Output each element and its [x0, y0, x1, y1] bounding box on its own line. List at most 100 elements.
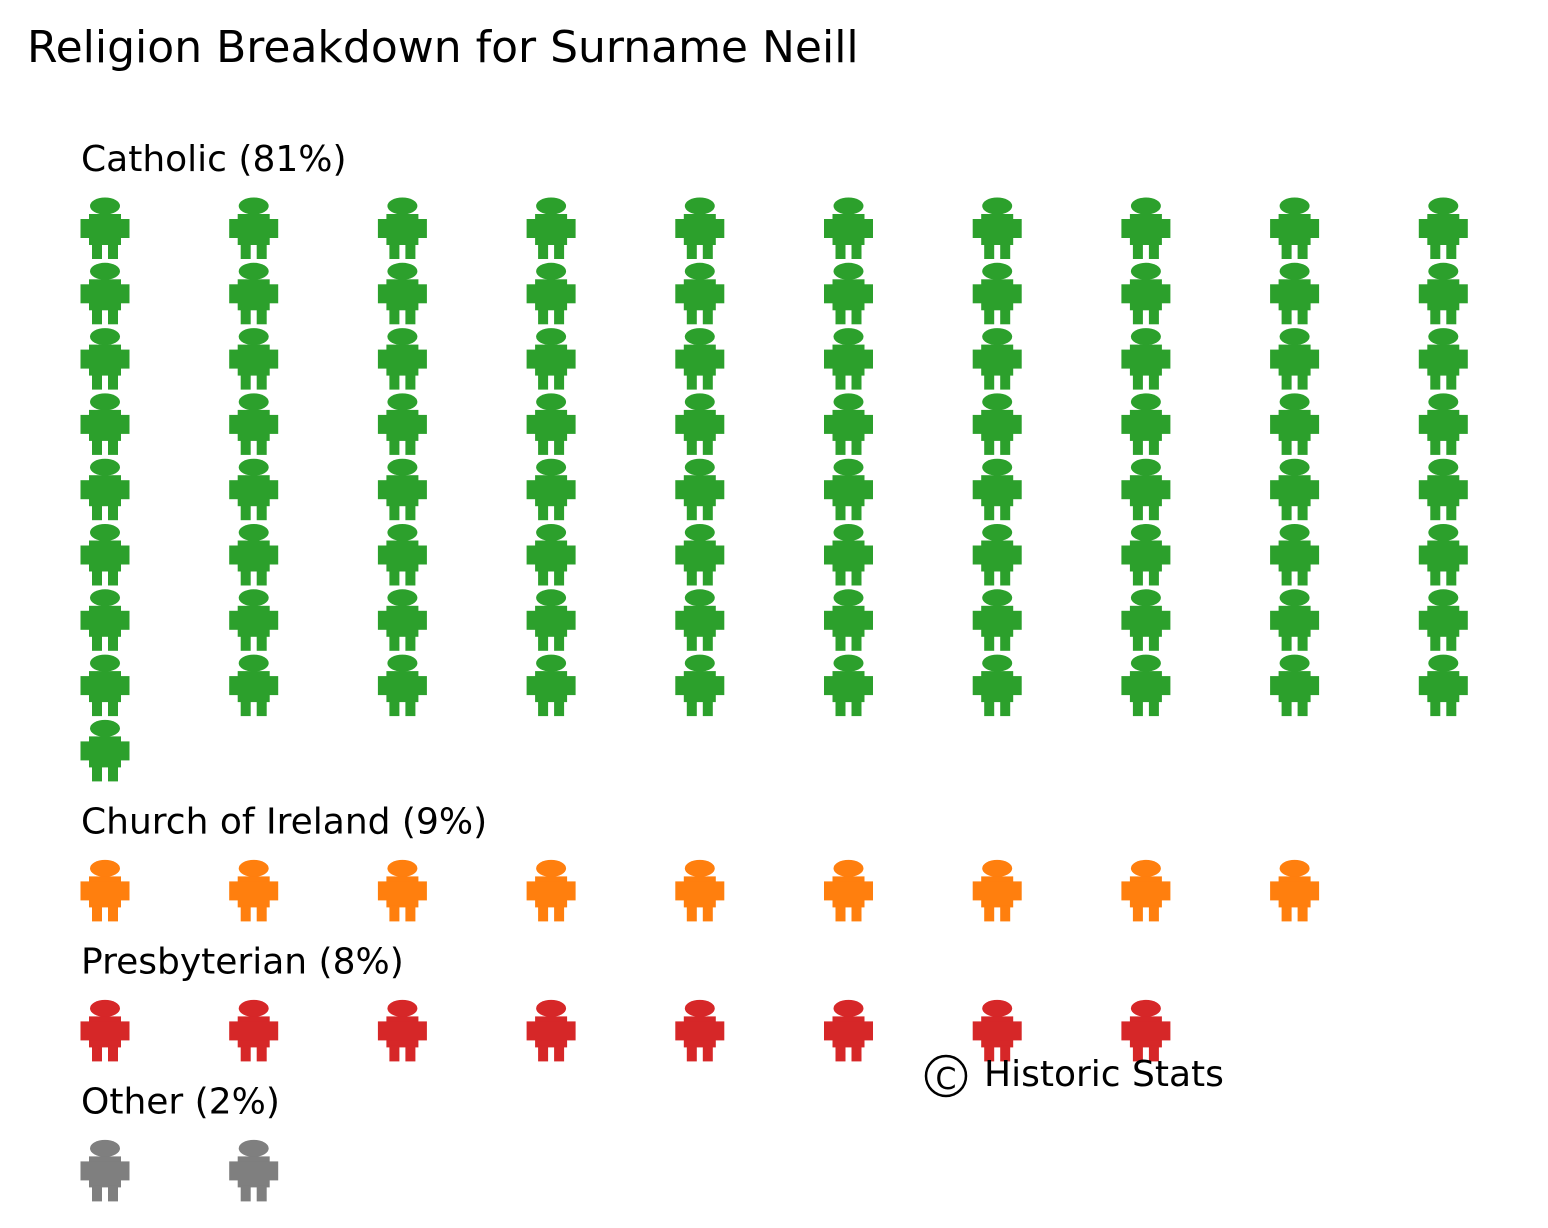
person-icon — [675, 197, 725, 259]
person-icon — [80, 859, 130, 922]
person-icon — [377, 328, 427, 390]
person-icon — [972, 262, 1022, 325]
person-icon — [824, 589, 873, 651]
person-icon — [1270, 262, 1320, 325]
person-icon — [675, 328, 725, 390]
person-icon — [972, 589, 1022, 651]
person-icon — [1270, 458, 1320, 521]
person-icon — [1121, 524, 1171, 586]
person-icon — [526, 589, 576, 651]
person-icon — [972, 197, 1022, 259]
person-icon — [972, 328, 1022, 390]
pictogram-group-church-of-ireland: Church of Ireland (9%) — [80, 801, 1320, 922]
person-icon — [526, 393, 576, 455]
person-icon — [675, 859, 725, 922]
person-icon — [377, 262, 427, 325]
person-icon — [377, 589, 427, 651]
person-icon — [1270, 328, 1320, 390]
person-icon — [80, 328, 130, 390]
person-icon — [1418, 262, 1468, 325]
person-icon — [1270, 524, 1320, 586]
person-icon — [824, 524, 873, 586]
person-icon — [526, 458, 576, 521]
person-icon — [229, 524, 279, 586]
person-icon — [1121, 999, 1171, 1062]
person-icon — [824, 654, 873, 717]
person-icon — [1270, 859, 1320, 922]
chart-title: Religion Breakdown for Surname Neill — [27, 22, 859, 73]
person-icon — [675, 262, 725, 325]
person-icon — [1418, 589, 1468, 651]
person-icon — [1121, 328, 1171, 390]
person-icon — [526, 524, 576, 586]
group-label: Catholic (81%) — [81, 139, 347, 180]
person-icon — [824, 999, 873, 1062]
person-icon — [1418, 524, 1468, 586]
person-icon — [229, 262, 279, 325]
person-icon — [229, 197, 279, 259]
copyright-circle-icon — [924, 1054, 968, 1098]
copyright-symbol: C — [936, 1062, 957, 1097]
person-icon — [229, 999, 279, 1062]
group-label: Other (2%) — [81, 1081, 280, 1122]
person-icon — [1121, 262, 1171, 325]
person-icon — [229, 654, 279, 717]
person-icon — [1121, 589, 1171, 651]
person-icon — [675, 589, 725, 651]
copyright-notice: C Historic Stats — [924, 1054, 1224, 1098]
group-label: Presbyterian (8%) — [81, 941, 404, 982]
person-icon — [526, 999, 576, 1062]
person-icon — [1270, 393, 1320, 455]
person-icon — [1121, 654, 1171, 717]
person-icon — [80, 393, 130, 455]
person-icon — [1270, 197, 1320, 259]
person-icon — [675, 458, 725, 521]
person-icon — [1418, 458, 1468, 521]
person-icon — [80, 1139, 130, 1202]
person-icon — [824, 859, 873, 922]
person-icon — [526, 328, 576, 390]
person-icon — [675, 654, 725, 717]
person-icon — [377, 197, 427, 259]
pictogram-groups: Catholic (81%) Church of Ireland (9%) Pres… — [80, 139, 1468, 1202]
person-icon — [229, 393, 279, 455]
person-icon — [675, 524, 725, 586]
person-icon — [972, 999, 1022, 1062]
person-icon — [526, 262, 576, 325]
person-icon — [1121, 197, 1171, 259]
person-icon — [526, 859, 576, 922]
person-icon — [972, 524, 1022, 586]
person-icon — [824, 458, 873, 521]
person-icon — [80, 197, 130, 259]
person-icon — [972, 393, 1022, 455]
person-icon — [972, 458, 1022, 521]
person-icon — [972, 654, 1022, 717]
person-icon — [675, 999, 725, 1062]
person-icon — [1418, 654, 1468, 717]
person-icon — [80, 654, 130, 717]
person-icon — [1418, 328, 1468, 390]
copyright-text: Historic Stats — [984, 1054, 1224, 1095]
person-icon — [824, 328, 873, 390]
person-icon — [824, 262, 873, 325]
person-icon — [1270, 654, 1320, 717]
group-label: Church of Ireland (9%) — [81, 801, 487, 842]
person-icon — [377, 458, 427, 521]
person-icon — [1121, 393, 1171, 455]
person-icon — [229, 859, 279, 922]
person-icon — [972, 859, 1022, 922]
person-icon — [80, 999, 130, 1062]
person-icon — [229, 328, 279, 390]
person-icon — [1121, 458, 1171, 521]
person-icon — [229, 458, 279, 521]
person-icon — [80, 589, 130, 651]
person-icon — [80, 262, 130, 325]
person-icon — [80, 524, 130, 586]
person-icon — [824, 197, 873, 259]
pictogram-group-other: Other (2%) — [80, 1081, 280, 1202]
pictogram-group-catholic: Catholic (81%) — [80, 139, 1468, 782]
person-icon — [377, 654, 427, 717]
person-icon — [675, 393, 725, 455]
person-icon — [1418, 197, 1468, 259]
